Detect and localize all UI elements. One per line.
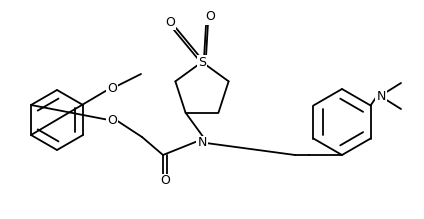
Text: O: O xyxy=(107,113,117,127)
Text: N: N xyxy=(377,90,386,102)
Text: O: O xyxy=(165,16,175,28)
Text: O: O xyxy=(107,81,117,95)
Text: O: O xyxy=(160,175,170,187)
Text: O: O xyxy=(205,11,215,23)
Text: S: S xyxy=(198,55,206,69)
Text: N: N xyxy=(197,136,206,150)
